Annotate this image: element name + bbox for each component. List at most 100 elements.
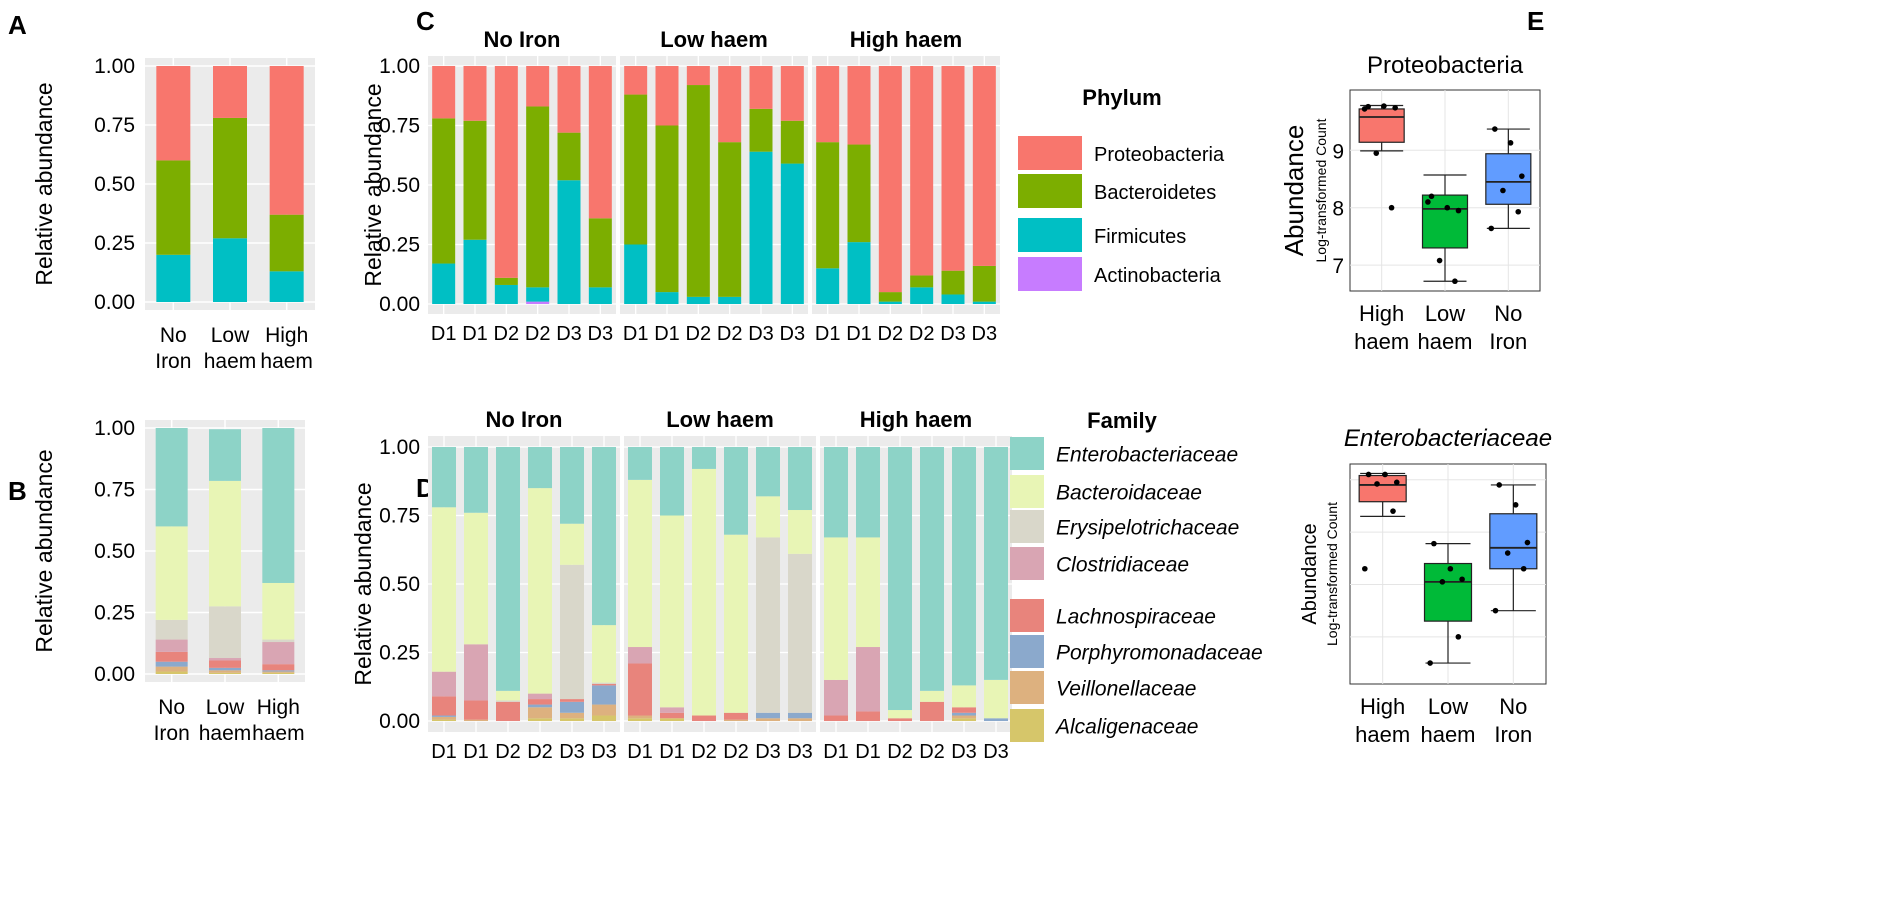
bar-no-iron-bacteroidaceae xyxy=(155,526,188,620)
data-point-low-haem xyxy=(1447,565,1454,572)
bar-no-iron-d2-firmicutes xyxy=(526,287,550,302)
y-axis-label: Abundance xyxy=(1279,125,1309,257)
x-tick-label: D2 xyxy=(691,741,717,763)
bar-high-haem-d2-enterobacteriaceae xyxy=(920,447,944,691)
data-point-low-haem xyxy=(1455,634,1462,640)
x-tick-label: D1 xyxy=(431,323,457,345)
bar-no-iron-d1-proteobacteria xyxy=(432,66,456,119)
y-tick-label: 0.50 xyxy=(379,573,420,596)
bar-low-haem-clostridiaceae xyxy=(209,658,241,661)
bar-no-iron-d3-porphyromonadaceae xyxy=(592,685,616,705)
x-tick-label: D2 xyxy=(495,741,521,763)
bar-low-haem-d1-alcaligenaceae xyxy=(628,718,652,721)
x-tick-label: D1 xyxy=(823,741,849,763)
data-point-high-haem xyxy=(1381,103,1387,109)
bar-low-haem-d1-veillonellaceae xyxy=(628,715,652,719)
bar-high-haem-d1-clostridiaceae xyxy=(824,679,848,716)
data-point-low-haem xyxy=(1436,257,1443,264)
bar-low-haem-d3-bacteroidetes xyxy=(749,108,773,152)
y-tick-label: 0.00 xyxy=(379,710,420,733)
bar-low-haem-d2-lachnospiraceae xyxy=(692,715,716,721)
bar-high-haem-bacteroidetes xyxy=(269,214,304,272)
bar-no-iron-d2-proteobacteria xyxy=(526,66,550,107)
data-point-no-iron xyxy=(1515,208,1522,215)
bar-high-haem-d1-bacteroidaceae xyxy=(824,537,848,680)
data-point-high-haem xyxy=(1382,471,1388,478)
bar-no-iron-d1-firmicutes xyxy=(463,239,487,304)
bar-low-haem-d1-lachnospiraceae xyxy=(660,712,684,719)
charts-layer: 0.000.250.500.751.00NoIronLowhaemHighhae… xyxy=(31,27,1552,763)
bar-no-iron-d3-lachnospiraceae xyxy=(592,684,616,686)
x-tick-label: High xyxy=(1360,694,1405,719)
data-point-no-iron xyxy=(1492,607,1499,614)
bar-high-haem-d1-firmicutes xyxy=(816,268,840,304)
bar-no-iron-d2-veillonellaceae xyxy=(528,707,552,719)
bar-low-haem-d1-bacteroidaceae xyxy=(660,515,684,708)
facet-label-no-iron: No Iron xyxy=(486,407,563,432)
bar-high-haem-veillonellaceae xyxy=(262,671,295,673)
legend-label-porphyromonadaceae: Porphyromonadaceae xyxy=(1056,642,1263,665)
bar-low-haem-d3-firmicutes xyxy=(780,163,804,304)
bar-no-iron-d2-bacteroidetes xyxy=(494,277,518,285)
data-point-no-iron xyxy=(1519,173,1525,179)
legend-label-veillonellaceae: Veillonellaceae xyxy=(1056,678,1197,701)
data-point-low-haem xyxy=(1428,193,1435,200)
bar-high-haem-d3-veillonellaceae xyxy=(952,715,976,719)
bar-high-haem-d1-bacteroidetes xyxy=(847,144,871,243)
legend-key-actinobacteria xyxy=(1018,257,1082,291)
y-tick-label: 0.75 xyxy=(379,115,420,138)
x-tick-label: Iron xyxy=(155,350,191,373)
bar-low-haem-d1-bacteroidaceae xyxy=(628,479,652,648)
data-point-high-haem xyxy=(1365,471,1372,478)
data-point-low-haem xyxy=(1427,660,1433,666)
data-point-high-haem xyxy=(1388,204,1395,211)
y-tick-label: 0.25 xyxy=(94,232,135,255)
bar-low-haem-d1-clostridiaceae xyxy=(660,707,684,713)
bar-no-iron-d3-veillonellaceae xyxy=(560,712,584,719)
data-point-no-iron xyxy=(1504,550,1511,556)
bar-no-iron-d3-veillonellaceae xyxy=(592,704,616,716)
bar-high-haem-d2-lachnospiraceae xyxy=(920,701,944,721)
bar-high-haem-bacteroidaceae xyxy=(262,582,295,640)
bar-high-haem-d3-firmicutes xyxy=(941,294,965,304)
x-tick-label: D2 xyxy=(887,741,913,763)
bar-no-iron-d1-clostridiaceae xyxy=(432,671,456,697)
x-tick-label: D1 xyxy=(815,323,841,345)
bar-high-haem-d3-proteobacteria xyxy=(972,66,996,266)
x-tick-label: D3 xyxy=(780,323,806,345)
bar-no-iron-lachnospiraceae xyxy=(155,651,188,662)
bar-low-haem-d2-proteobacteria xyxy=(718,66,742,143)
bar-high-haem-d1-proteobacteria xyxy=(847,66,871,145)
x-tick-label: haem xyxy=(204,350,257,373)
bar-high-haem-proteobacteria xyxy=(269,66,304,215)
facet-label-low-haem: Low haem xyxy=(660,27,768,52)
chart-title: Proteobacteria xyxy=(1367,52,1524,79)
bar-no-iron-d3-enterobacteriaceae xyxy=(592,447,616,626)
bar-no-iron-d3-bacteroidetes xyxy=(557,132,581,181)
x-tick-label: High xyxy=(1359,301,1404,326)
data-point-no-iron xyxy=(1492,126,1498,132)
y-tick-label: 0.00 xyxy=(94,291,135,314)
bar-low-haem-enterobacteriaceae xyxy=(209,429,241,481)
bar-no-iron-d2-enterobacteriaceae xyxy=(496,447,520,691)
bar-no-iron-d3-lachnospiraceae xyxy=(560,699,584,702)
bar-high-haem-d3-enterobacteriaceae xyxy=(984,447,1008,680)
box-high-haem xyxy=(1358,474,1407,503)
x-tick-label: D3 xyxy=(556,323,582,345)
bar-low-haem-bacteroidetes xyxy=(213,117,247,239)
bar-low-haem-d2-veillonellaceae xyxy=(724,719,748,721)
y-tick-label: 0.50 xyxy=(94,173,135,196)
bar-low-haem-d2-enterobacteriaceae xyxy=(692,447,716,469)
y-tick-label: 0.50 xyxy=(94,540,135,563)
bar-low-haem-d3-firmicutes xyxy=(749,151,773,304)
bar-low-haem-d3-bacteroidaceae xyxy=(788,510,812,554)
bar-low-haem-d1-enterobacteriaceae xyxy=(628,447,652,480)
bar-no-iron-d2-lachnospiraceae xyxy=(528,699,552,705)
legend-label-bacteroidetes: Bacteroidetes xyxy=(1094,182,1216,204)
x-tick-label: D1 xyxy=(846,323,872,345)
bar-no-iron-d1-veillonellaceae xyxy=(464,719,488,721)
bar-low-haem-d2-proteobacteria xyxy=(686,66,710,86)
legend-key-erysipelotrichaceae xyxy=(1010,510,1044,543)
bar-no-iron-d3-firmicutes xyxy=(557,180,581,304)
bar-no-iron-d1-alcaligenaceae xyxy=(432,719,456,721)
